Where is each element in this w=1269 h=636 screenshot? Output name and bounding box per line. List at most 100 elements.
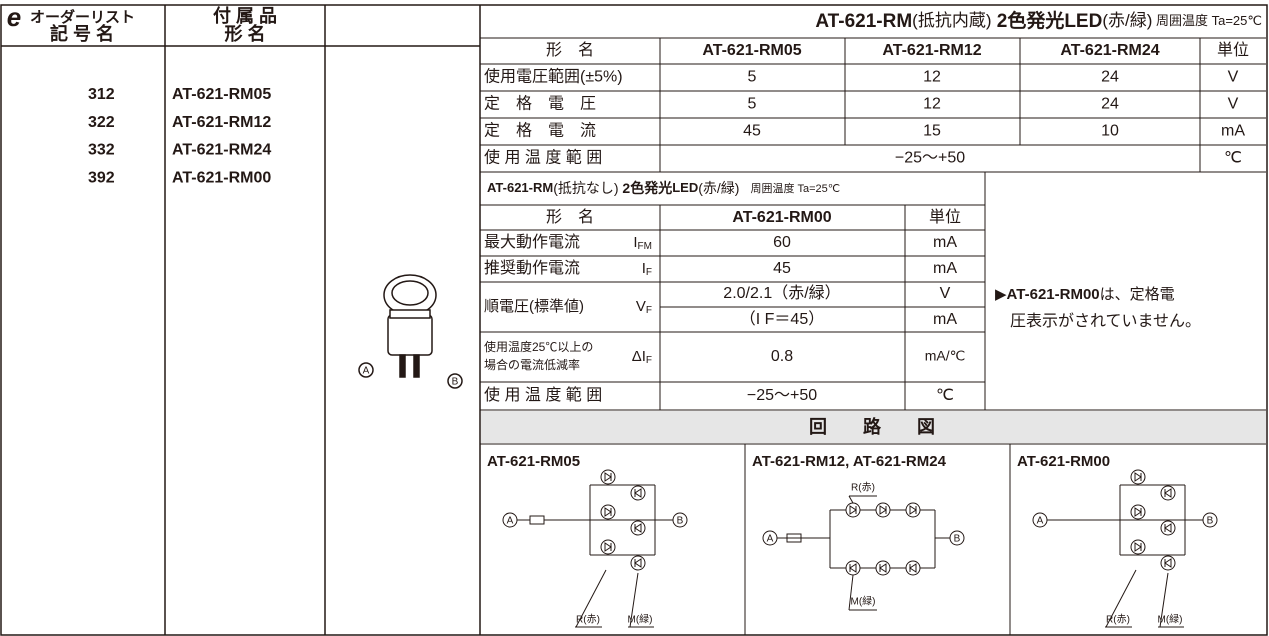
text-part: AT-621-RM: [487, 180, 553, 195]
led-symbol: [1130, 469, 1146, 485]
led-symbol: [879, 505, 887, 515]
text-part: V: [636, 298, 646, 315]
text-part: は、定格電: [1100, 286, 1175, 303]
model-name: AT-621-RM05: [172, 86, 271, 103]
row-label: 使 用 温 度 範 囲: [484, 149, 602, 167]
column-header: AT-621-RM00: [732, 209, 831, 226]
circuit-title: AT-621-RM00: [1017, 453, 1110, 470]
text-part: LED: [672, 180, 698, 195]
connector-body: [387, 314, 433, 356]
text-part: 周囲温度 Ta=25℃: [1152, 13, 1262, 28]
note: 圧表示がされていません。: [1010, 312, 1201, 330]
text-part: (抵抗なし): [553, 180, 618, 196]
logo: e: [7, 2, 21, 32]
wire-label: R(赤): [576, 614, 600, 626]
cell-value: mA: [933, 260, 957, 277]
text-part: F: [646, 267, 652, 278]
led-symbol: [604, 507, 612, 517]
cell-value: 45: [743, 123, 761, 140]
terminal-label: A: [1037, 516, 1044, 527]
frame: [0, 4, 1268, 636]
note: ▶AT-621-RM00は、定格電: [995, 286, 1175, 303]
wire-label: R(赤): [1106, 614, 1130, 626]
column-header: AT-621-RM12: [882, 42, 981, 59]
led-symbol: [1164, 523, 1172, 533]
cell-value: 5: [748, 69, 757, 86]
connector-ring: [389, 309, 431, 319]
cell-value: mA/℃: [925, 348, 966, 364]
cell-value: 12: [923, 96, 941, 113]
cell-value: V: [1228, 69, 1239, 86]
connector-image: [358, 274, 463, 389]
text-part: F: [646, 355, 652, 366]
row-label: 場合の電流低減率: [484, 357, 580, 372]
cell-value: 24: [1101, 96, 1119, 113]
row-label: 推奨動作電流: [484, 259, 580, 277]
led-symbol: [845, 560, 861, 576]
cell-value: 10: [1101, 123, 1119, 140]
text-part: I: [642, 260, 646, 277]
symbol: IFM: [633, 234, 652, 252]
column-header: 形 名: [546, 41, 594, 59]
symbol: ΔIF: [632, 348, 652, 366]
text-part: FM: [638, 241, 652, 252]
led-symbol: [634, 523, 642, 533]
led-symbol: [1160, 555, 1176, 571]
led-symbol: [630, 520, 646, 536]
cell-value: 2.0/2.1（赤/緑）: [723, 284, 840, 302]
resistor: [529, 515, 545, 525]
row-label: 使用温度25℃以上の: [484, 339, 593, 354]
wire-label: R(赤): [851, 482, 875, 494]
cell-value: V: [1228, 96, 1239, 113]
text-part: AT-621-RM: [815, 11, 912, 32]
led-symbol: [634, 488, 642, 498]
rule: [575, 569, 607, 628]
led-symbol: [600, 539, 616, 555]
led-symbol: [875, 560, 891, 576]
symbol: VF: [636, 298, 652, 316]
led-symbol: [849, 563, 857, 573]
text-part: 2色発光LED: [991, 9, 1102, 32]
row-label: 使用電圧範囲(±5%): [484, 68, 623, 86]
wire-label: M(緑): [1158, 613, 1183, 626]
connector-pin: [413, 354, 420, 378]
led-symbol: [1134, 472, 1142, 482]
led-symbol: [909, 505, 917, 515]
header: オーダーリスト: [30, 8, 135, 26]
rule: [848, 574, 854, 611]
header: 付 属 品: [213, 5, 277, 26]
text-part: 周囲温度 Ta=25℃: [739, 181, 840, 195]
table-title: AT-621-RM(抵抗なし) 2色発光LED(赤/緑) 周囲温度 Ta=25℃: [487, 180, 840, 196]
cell-value: −25〜+50: [747, 387, 817, 404]
led-symbol: [1164, 488, 1172, 498]
column-header: AT-621-RM05: [702, 42, 801, 59]
cell-value: 15: [923, 123, 941, 140]
order-code: 332: [88, 142, 115, 159]
led-symbol: [630, 555, 646, 571]
terminal-label: B: [954, 534, 961, 545]
row-label: 定 格 電 圧: [484, 95, 596, 113]
column-header: 単位: [929, 208, 961, 226]
model-name: AT-621-RM12: [172, 114, 271, 131]
text-part: AT-621-RM00: [1007, 286, 1100, 303]
led-symbol: [600, 469, 616, 485]
rule: [629, 572, 639, 628]
led-symbol: [905, 560, 921, 576]
cell-value: 60: [773, 234, 791, 251]
label-circle: [358, 362, 374, 378]
cell-value: mA: [933, 234, 957, 251]
order-code: 312: [88, 86, 115, 103]
rule: [848, 495, 854, 504]
terminal-label: B: [677, 516, 684, 527]
section-title: 回 路 図: [809, 416, 935, 437]
led-symbol: [1130, 539, 1146, 555]
section-band: [481, 411, 1266, 443]
cell-value: 12: [923, 69, 941, 86]
text-part: ▶: [995, 286, 1007, 303]
cell-value: ℃: [1224, 150, 1242, 167]
led-symbol: [879, 563, 887, 573]
row-label: 最大動作電流: [484, 233, 580, 251]
led-symbol: [1130, 504, 1146, 520]
